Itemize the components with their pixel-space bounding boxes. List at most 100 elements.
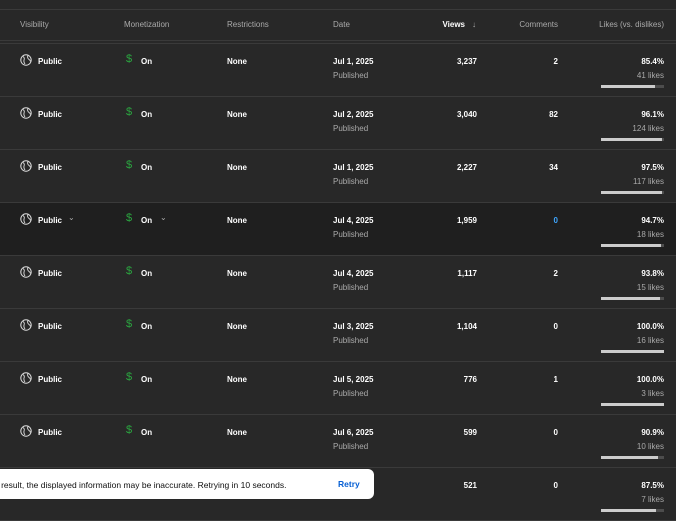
restrictions-value: None bbox=[227, 57, 247, 66]
table-row[interactable]: Public $ On None Jul 6, 2025 Published 5… bbox=[0, 415, 676, 468]
toast-message: a result, the displayed information may … bbox=[0, 480, 287, 490]
comments-value: 1 bbox=[553, 375, 558, 384]
restrictions-value: None bbox=[227, 110, 247, 119]
header-restrictions[interactable]: Restrictions bbox=[227, 20, 269, 29]
table-header: Visibility Monetization Restrictions Dat… bbox=[0, 11, 676, 41]
date-value: Jul 4, 2025 bbox=[333, 216, 374, 225]
likes-ratio-bar bbox=[601, 297, 664, 300]
likes-ratio-fill bbox=[601, 403, 664, 406]
likes-ratio-fill bbox=[601, 191, 663, 194]
error-toast: a result, the displayed information may … bbox=[0, 469, 374, 499]
restrictions-value: None bbox=[227, 216, 247, 225]
likes-percent: 96.1% bbox=[641, 110, 664, 119]
header-divider bbox=[0, 40, 676, 44]
dollar-icon: $ bbox=[126, 159, 133, 171]
likes-ratio-bar bbox=[601, 350, 664, 353]
views-value: 1,117 bbox=[457, 269, 477, 278]
date-value: Jul 4, 2025 bbox=[333, 269, 374, 278]
comments-value: 0 bbox=[553, 481, 558, 490]
retry-button[interactable]: Retry bbox=[338, 479, 360, 489]
table-row[interactable]: Public $ On None Jul 2, 2025 Published 3… bbox=[0, 97, 676, 150]
restrictions-value: None bbox=[227, 322, 247, 331]
monetization-value: On bbox=[141, 110, 153, 119]
visibility-value: Public bbox=[38, 269, 63, 278]
likes-percent: 97.5% bbox=[641, 163, 664, 172]
monetization-value: On bbox=[141, 322, 153, 331]
header-likes[interactable]: Likes (vs. dislikes) bbox=[599, 20, 664, 29]
comments-value: 2 bbox=[553, 57, 558, 66]
likes-ratio-fill bbox=[601, 509, 657, 512]
likes-ratio-fill bbox=[601, 456, 659, 459]
visibility-value[interactable]: Public bbox=[38, 216, 63, 225]
restrictions-value: None bbox=[227, 428, 247, 437]
table-row[interactable]: Public $ On None Jul 4, 2025 Published 1… bbox=[0, 256, 676, 309]
header-date[interactable]: Date bbox=[333, 20, 350, 29]
table-row[interactable]: Public $ On None Jul 1, 2025 Published 2… bbox=[0, 150, 676, 203]
likes-ratio-fill bbox=[601, 138, 662, 141]
header-visibility[interactable]: Visibility bbox=[20, 20, 49, 29]
likes-ratio-fill bbox=[601, 85, 655, 88]
dollar-icon: $ bbox=[126, 265, 133, 277]
table-row[interactable]: Public $ On None Jul 5, 2025 Published 7… bbox=[0, 362, 676, 415]
publish-status: Published bbox=[333, 177, 369, 186]
dollar-icon: $ bbox=[126, 424, 133, 436]
comments-value: 2 bbox=[553, 269, 558, 278]
likes-percent: 87.5% bbox=[641, 481, 664, 490]
dollar-icon: $ bbox=[126, 106, 133, 118]
likes-count: 124 likes bbox=[632, 124, 664, 133]
comments-value[interactable]: 0 bbox=[553, 216, 558, 225]
restrictions-value: None bbox=[227, 163, 247, 172]
monetization-value: On bbox=[141, 57, 153, 66]
publish-status: Published bbox=[333, 124, 369, 133]
views-value: 3,040 bbox=[456, 110, 477, 119]
likes-percent: 85.4% bbox=[641, 57, 664, 66]
likes-percent: 100.0% bbox=[636, 375, 664, 384]
comments-value: 34 bbox=[549, 163, 558, 172]
visibility-value: Public bbox=[38, 428, 63, 437]
header-views[interactable]: Views bbox=[442, 20, 465, 29]
globe-icon bbox=[20, 160, 32, 172]
likes-count: 41 likes bbox=[636, 71, 664, 80]
dollar-icon: $ bbox=[126, 212, 133, 224]
visibility-chevron-down-icon[interactable]: ⌄ bbox=[68, 213, 75, 222]
views-value: 2,227 bbox=[456, 163, 477, 172]
likes-ratio-bar bbox=[601, 509, 664, 512]
likes-ratio-bar bbox=[601, 456, 664, 459]
top-strip bbox=[0, 0, 676, 10]
likes-ratio-bar bbox=[601, 85, 664, 88]
globe-icon bbox=[20, 107, 32, 119]
restrictions-value: None bbox=[227, 269, 247, 278]
date-value: Jul 3, 2025 bbox=[333, 322, 374, 331]
monetization-value: On bbox=[141, 269, 153, 278]
table-row[interactable]: Public ⌄ $ On ⌄ None Jul 4, 2025 Publish… bbox=[0, 203, 676, 256]
sort-arrow-icon[interactable]: ↓ bbox=[472, 20, 476, 29]
header-comments[interactable]: Comments bbox=[519, 20, 558, 29]
date-value: Jul 6, 2025 bbox=[333, 428, 374, 437]
likes-count: 117 likes bbox=[633, 177, 664, 186]
monetization-value[interactable]: On bbox=[141, 216, 153, 225]
globe-icon bbox=[20, 425, 32, 437]
dollar-icon: $ bbox=[126, 53, 133, 65]
monetization-chevron-down-icon[interactable]: ⌄ bbox=[160, 213, 167, 222]
date-value: Jul 1, 2025 bbox=[333, 57, 374, 66]
visibility-value: Public bbox=[38, 163, 63, 172]
views-value: 521 bbox=[463, 481, 477, 490]
visibility-value: Public bbox=[38, 57, 63, 66]
likes-count: 10 likes bbox=[636, 442, 664, 451]
views-value: 776 bbox=[463, 375, 477, 384]
globe-icon bbox=[20, 266, 32, 278]
header-monetization[interactable]: Monetization bbox=[124, 20, 170, 29]
likes-percent: 94.7% bbox=[641, 216, 664, 225]
likes-ratio-bar bbox=[601, 244, 664, 247]
date-value: Jul 2, 2025 bbox=[333, 110, 374, 119]
publish-status: Published bbox=[333, 283, 369, 292]
likes-count: 18 likes bbox=[636, 230, 664, 239]
monetization-value: On bbox=[141, 163, 153, 172]
table-row[interactable]: Public $ On None Jul 1, 2025 Published 3… bbox=[0, 44, 676, 97]
likes-count: 15 likes bbox=[636, 283, 664, 292]
likes-ratio-fill bbox=[601, 244, 661, 247]
views-value: 3,237 bbox=[456, 57, 477, 66]
globe-icon bbox=[20, 372, 32, 384]
table-row[interactable]: Public $ On None Jul 3, 2025 Published 1… bbox=[0, 309, 676, 362]
monetization-value: On bbox=[141, 375, 153, 384]
